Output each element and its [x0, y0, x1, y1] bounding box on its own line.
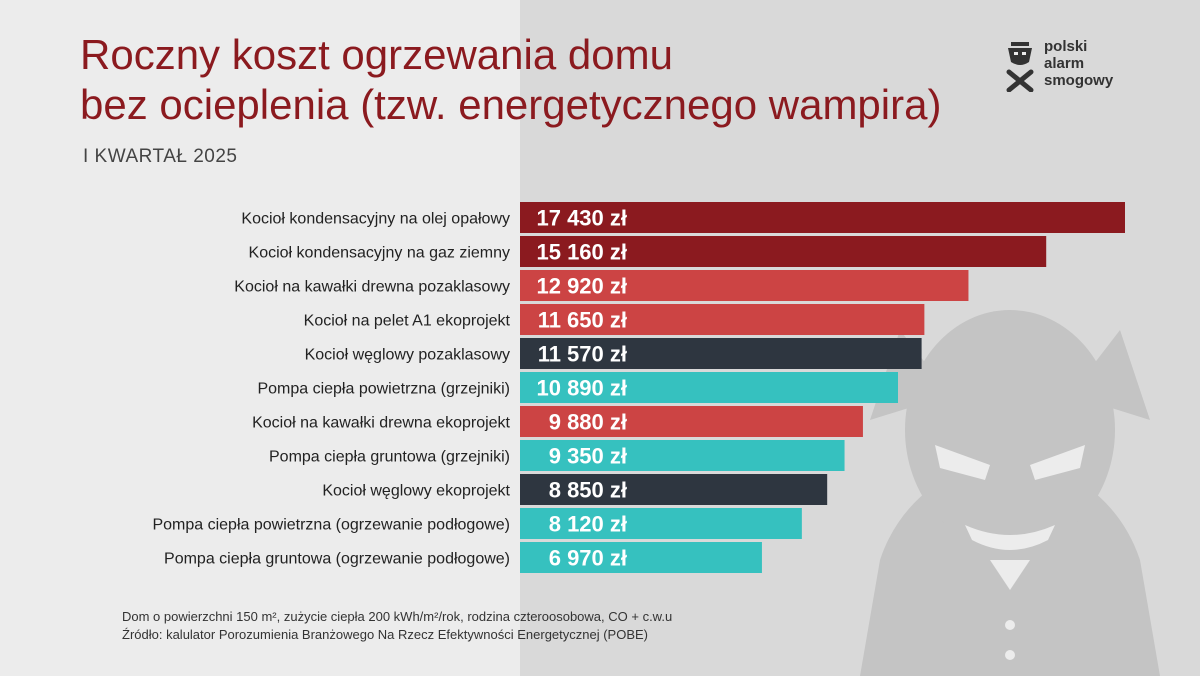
source-note: Źródło: kalulator Porozumienia Branżoweg…: [122, 627, 649, 642]
value-label-4: 11 650 zł: [538, 308, 627, 333]
brand-name: polski alarm smogowy: [1044, 38, 1144, 89]
value-label-8: 9 350 zł: [549, 444, 627, 469]
chart-footnotes: Dom o powierzchni 150 m², zużycie ciepła…: [122, 608, 672, 644]
bar-5: [520, 338, 922, 369]
brand-line-1: polski: [1044, 38, 1088, 55]
category-label-10: Pompa ciepła powietrzna (ogrzewanie podł…: [152, 517, 510, 534]
value-label-10: 8 120 zł: [549, 512, 627, 537]
brand-line-2: alarm: [1044, 55, 1085, 72]
value-label-1: 17 430 zł: [536, 206, 627, 231]
assumptions-note: Dom o powierzchni 150 m², zużycie ciepła…: [122, 609, 673, 624]
smog-mascot-icon: [1006, 42, 1034, 92]
value-label-7: 9 880 zł: [549, 410, 627, 435]
category-label-4: Kocioł na pelet A1 ekoprojekt: [304, 313, 511, 330]
chart-title-line-1: Roczny koszt ogrzewania domu: [80, 31, 673, 78]
value-label-6: 10 890 zł: [536, 376, 627, 401]
bar-1: [520, 202, 1125, 233]
brand-logo: polski alarm smogowy: [1002, 38, 1142, 98]
bar-6: [520, 372, 898, 403]
brand-line-3: smogowy: [1044, 72, 1114, 89]
bar-2: [520, 236, 1047, 267]
bar-10: [520, 508, 802, 539]
category-label-9: Kocioł węglowy ekoprojekt: [322, 483, 510, 500]
value-label-9: 8 850 zł: [549, 478, 627, 503]
chart-title-line-2: bez ocieplenia (tzw. energetycznego wamp…: [80, 81, 942, 128]
category-label-6: Pompa ciepła powietrzna (grzejniki): [257, 381, 510, 398]
bar-11: [520, 542, 762, 573]
bar-7: [520, 406, 863, 437]
bar-8: [520, 440, 845, 471]
category-label-1: Kocioł kondensacyjny na olej opałowy: [241, 211, 510, 228]
chart-title: Roczny koszt ogrzewania domu bez ocieple…: [80, 30, 941, 130]
value-label-2: 15 160 zł: [536, 240, 627, 265]
bar-4: [520, 304, 925, 335]
category-label-8: Pompa ciepła gruntowa (grzejniki): [269, 449, 510, 466]
bar-9: [520, 474, 828, 505]
value-label-3: 12 920 zł: [536, 274, 627, 299]
category-label-2: Kocioł kondensacyjny na gaz ziemny: [249, 245, 510, 262]
category-label-7: Kocioł na kawałki drewna ekoprojekt: [252, 415, 510, 432]
category-label-3: Kocioł na kawałki drewna pozaklasowy: [234, 279, 510, 296]
chart-subtitle: I KWARTAŁ 2025: [83, 146, 238, 167]
value-label-11: 6 970 zł: [549, 546, 627, 571]
category-label-5: Kocioł węglowy pozaklasowy: [305, 347, 510, 364]
value-label-5: 11 570 zł: [538, 342, 627, 367]
category-label-11: Pompa ciepła gruntowa (ogrzewanie podłog…: [164, 551, 510, 568]
bar-3: [520, 270, 969, 301]
